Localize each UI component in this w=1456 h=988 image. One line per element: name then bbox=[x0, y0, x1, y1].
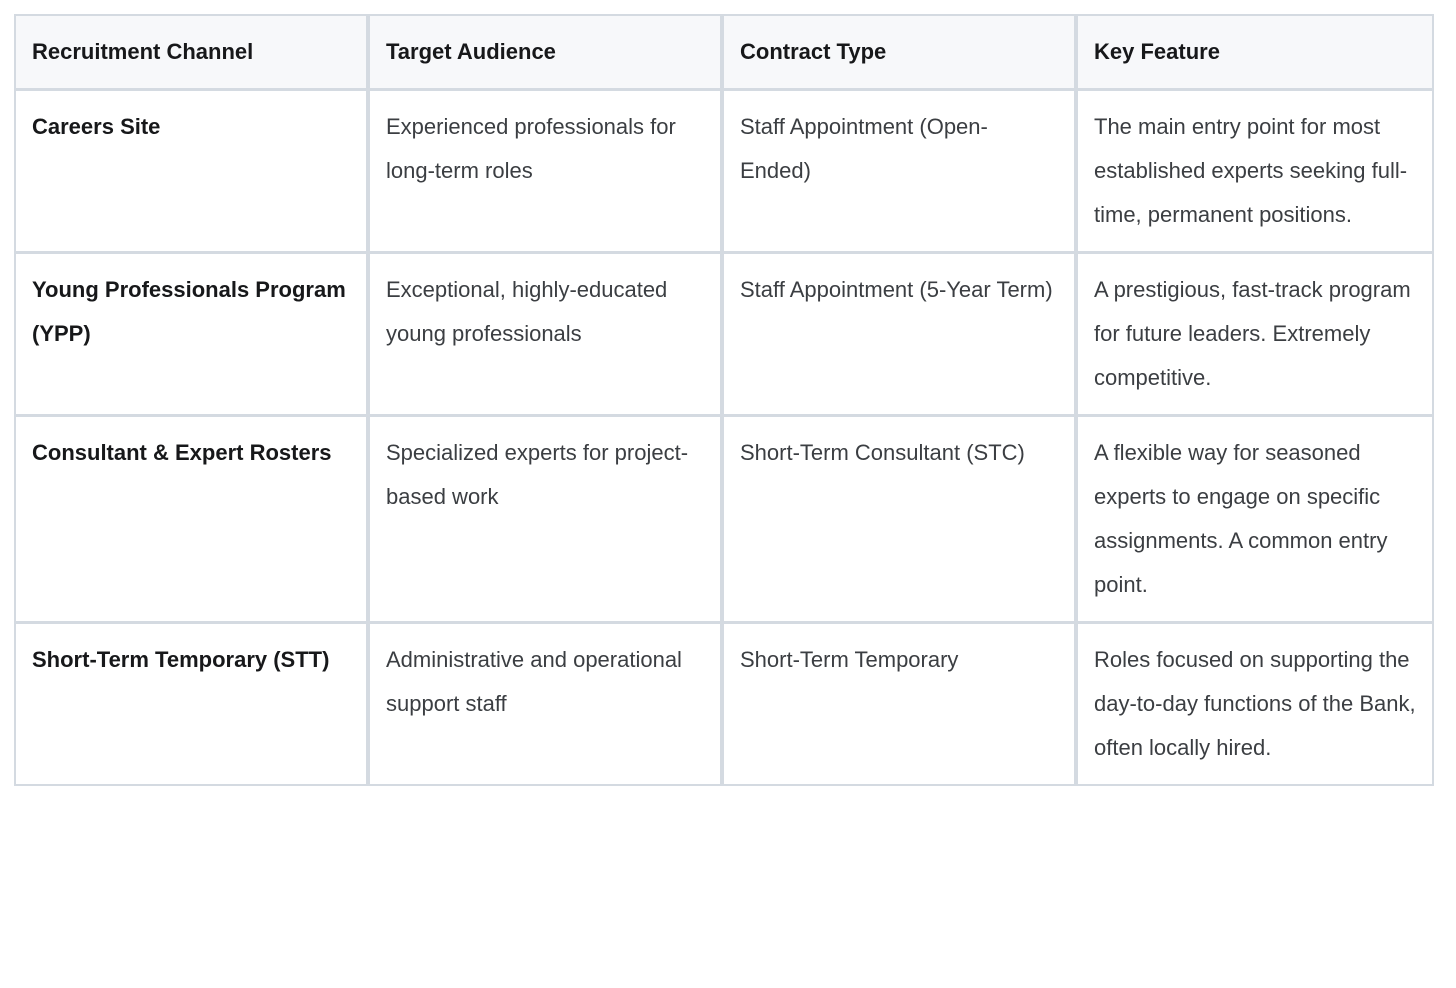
cell-feature: A flexible way for seasoned experts to e… bbox=[1078, 417, 1432, 624]
page: Recruitment Channel Target Audience Cont… bbox=[14, 14, 1434, 786]
table-header-row: Recruitment Channel Target Audience Cont… bbox=[16, 16, 1432, 91]
cell-feature: The main entry point for most establishe… bbox=[1078, 91, 1432, 254]
cell-audience: Specialized experts for project-based wo… bbox=[370, 417, 724, 624]
table-row: Consultant & Expert Rosters Specialized … bbox=[16, 417, 1432, 624]
column-header-recruitment-channel: Recruitment Channel bbox=[16, 16, 370, 91]
cell-channel: Consultant & Expert Rosters bbox=[16, 417, 370, 624]
cell-feature: A prestigious, fast-track program for fu… bbox=[1078, 254, 1432, 417]
table-row: Careers Site Experienced professionals f… bbox=[16, 91, 1432, 254]
recruitment-channels-table: Recruitment Channel Target Audience Cont… bbox=[14, 14, 1434, 786]
header-row: Recruitment Channel Target Audience Cont… bbox=[16, 16, 1432, 91]
cell-contract: Short-Term Consultant (STC) bbox=[724, 417, 1078, 624]
table-row: Short-Term Temporary (STT) Administrativ… bbox=[16, 624, 1432, 784]
cell-channel: Careers Site bbox=[16, 91, 370, 254]
cell-contract: Short-Term Temporary bbox=[724, 624, 1078, 784]
cell-contract: Staff Appointment (Open-Ended) bbox=[724, 91, 1078, 254]
table-row: Young Professionals Program (YPP) Except… bbox=[16, 254, 1432, 417]
cell-feature: Roles focused on supporting the day-to-d… bbox=[1094, 647, 1416, 760]
column-header-key-feature: Key Feature bbox=[1078, 16, 1432, 91]
cell-channel: Short-Term Temporary (STT) bbox=[16, 624, 370, 784]
column-header-contract-type: Contract Type bbox=[724, 16, 1078, 91]
cell-contract: Staff Appointment (5-Year Term) bbox=[724, 254, 1078, 417]
cell-audience: Administrative and operational support s… bbox=[370, 624, 724, 784]
cell-audience: Exceptional, highly-educated young profe… bbox=[370, 254, 724, 417]
column-header-target-audience: Target Audience bbox=[370, 16, 724, 91]
cell-channel: Young Professionals Program (YPP) bbox=[16, 254, 370, 417]
cell-audience: Experienced professionals for long-term … bbox=[370, 91, 724, 254]
